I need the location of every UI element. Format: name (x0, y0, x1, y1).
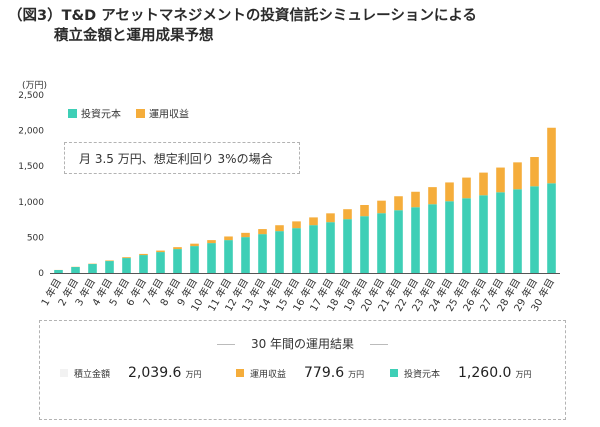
y-tick-label: 2,500 (18, 91, 44, 101)
bar-gain (496, 167, 505, 193)
bar-gain (292, 221, 301, 229)
bar-principal (88, 264, 97, 273)
legend-swatch (136, 109, 145, 118)
gain-value: 779.6 (304, 365, 345, 381)
bar-gain (360, 205, 369, 217)
bar-principal (173, 249, 182, 273)
legend-swatch (68, 109, 77, 118)
bar-principal (190, 246, 199, 273)
assumption-note: 月 3.5 万円、想定利回り 3%の場合 (64, 142, 300, 174)
bar-principal (241, 237, 250, 273)
bar-principal (207, 243, 216, 273)
bar-gain (513, 162, 522, 190)
y-tick-label: 1,500 (18, 162, 44, 172)
bar-gain (309, 217, 318, 226)
bar-principal (71, 267, 80, 273)
bar-principal (479, 195, 488, 273)
legend-label: 投資元本 (81, 108, 121, 121)
bar-principal (360, 216, 369, 273)
bar-principal (462, 198, 471, 273)
bar-gain (411, 191, 420, 208)
bar-gain (462, 177, 471, 199)
bar-gain (428, 187, 437, 205)
bar-principal (54, 270, 63, 273)
total-value: 2,039.6 (128, 365, 182, 381)
gain-label: 運用収益 (250, 370, 287, 380)
bar-principal (275, 231, 284, 273)
bar-principal (445, 201, 454, 273)
bar-principal (513, 189, 522, 273)
bar-principal (411, 207, 420, 273)
bar-gain (258, 229, 267, 235)
result-principal: 投資元本 1,260.0 万円 (390, 365, 531, 385)
bar-gain (224, 236, 233, 241)
bar-principal (292, 228, 301, 273)
bar-gain (207, 240, 216, 244)
results-title: 30 年間の運用結果 (40, 335, 565, 352)
result-gain: 運用収益 779.6 万円 (236, 365, 364, 385)
total-label: 積立金額 (74, 370, 111, 380)
bar-principal (224, 240, 233, 273)
principal-swatch (390, 369, 398, 377)
bar-principal (156, 252, 165, 273)
bar-gain (377, 200, 386, 214)
legend-label: 運用収益 (149, 108, 189, 121)
bar-gain (105, 260, 114, 262)
y-tick-label: 1,000 (18, 198, 44, 208)
bar-principal (139, 255, 148, 273)
bar-gain (173, 247, 182, 250)
bar-gain (156, 250, 165, 253)
principal-unit: 万円 (515, 370, 532, 379)
y-tick-label: 0 (38, 269, 44, 279)
bar-gain (190, 243, 199, 247)
bar-principal (547, 183, 556, 273)
gain-swatch (236, 369, 244, 377)
bar-gain (139, 253, 148, 256)
bar-principal (343, 219, 352, 273)
chart-title: （図3）T&D アセットマネジメントの投資信託シミュレーションによる 積立金額と… (8, 6, 598, 46)
bar-principal (258, 234, 267, 273)
bar-gain (445, 182, 454, 202)
bar-gain (326, 213, 335, 223)
bar-principal (105, 261, 114, 273)
principal-value: 1,260.0 (458, 365, 512, 381)
bar-gain (479, 172, 488, 196)
principal-label: 投資元本 (404, 370, 441, 380)
total-swatch (60, 369, 68, 377)
bar-principal (377, 213, 386, 273)
y-tick-label: 2,000 (18, 127, 44, 137)
bar-principal (122, 258, 131, 273)
bar-gain (241, 232, 250, 238)
result-total: 積立金額 2,039.6 万円 (60, 365, 201, 385)
total-unit: 万円 (185, 370, 202, 379)
bar-gain (547, 127, 556, 184)
title-line-1: （図3）T&D アセットマネジメントの投資信託シミュレーションによる (8, 8, 477, 24)
bar-gain (530, 157, 539, 187)
bar-gain (275, 225, 284, 232)
bar-gain (394, 196, 403, 211)
bar-gain (343, 209, 352, 220)
bar-principal (309, 225, 318, 273)
bar-principal (428, 204, 437, 273)
bar-principal (326, 222, 335, 273)
bar-principal (496, 192, 505, 273)
bar-gain (122, 257, 131, 259)
bar-principal (394, 210, 403, 273)
title-dash-left (216, 344, 235, 345)
title-dash-right (370, 344, 389, 345)
bar-principal (530, 186, 539, 273)
results-panel: 30 年間の運用結果 積立金額 2,039.6 万円 運用収益 779.6 万円… (39, 320, 566, 420)
title-line-2: 積立金額と運用成果予想 (54, 28, 214, 44)
y-unit-label: (万円) (22, 80, 47, 91)
gain-unit: 万円 (348, 370, 365, 379)
results-title-text: 30 年間の運用結果 (250, 337, 355, 351)
y-tick-label: 500 (27, 233, 44, 243)
